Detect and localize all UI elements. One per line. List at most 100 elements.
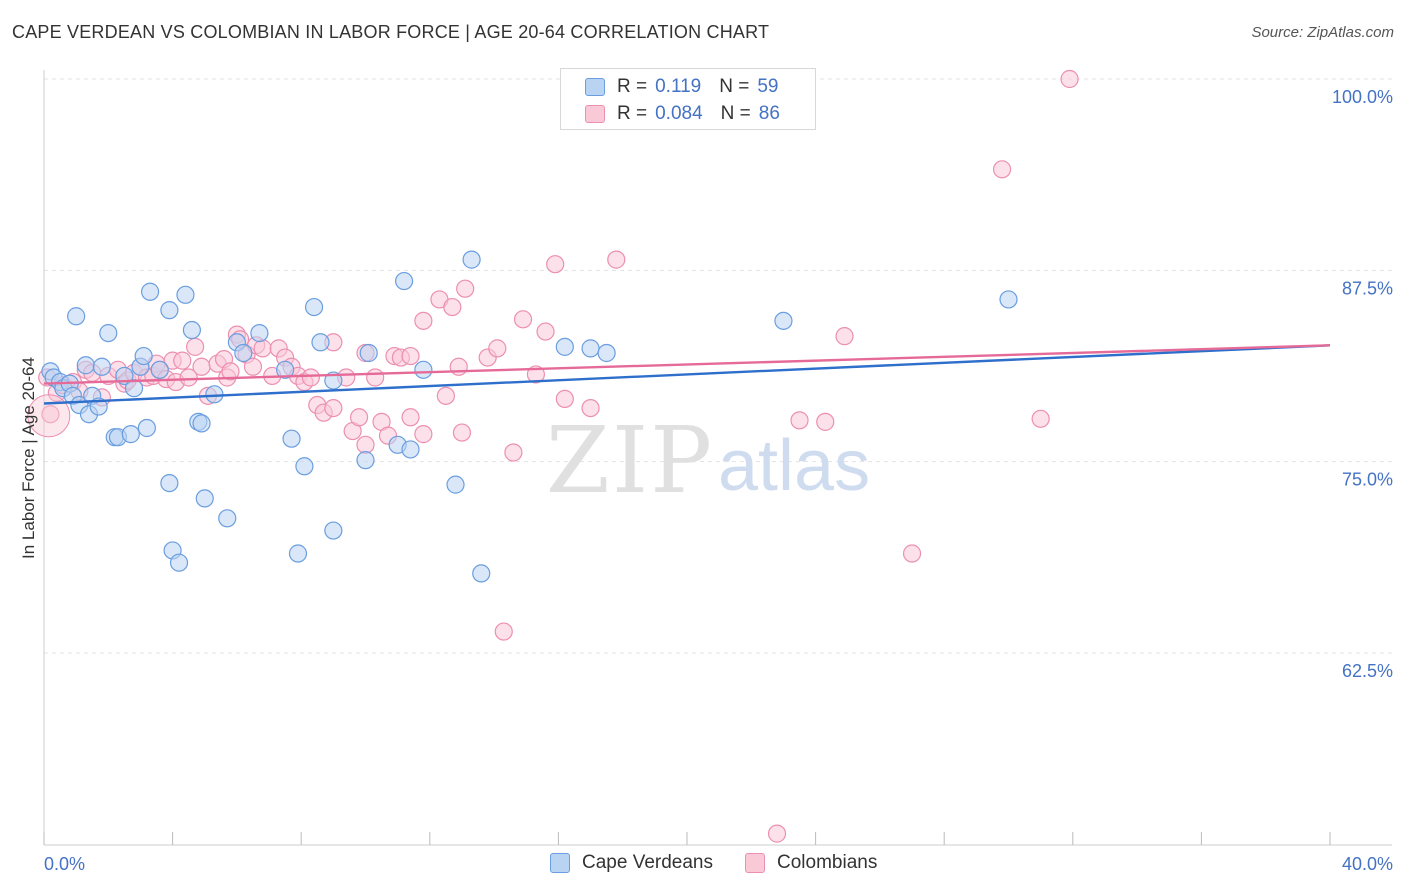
legend-n-label: N = xyxy=(719,76,750,97)
colombian-point xyxy=(179,368,198,387)
cape-verdeans-points xyxy=(41,250,1018,583)
legend-swatch-blue xyxy=(585,78,605,96)
colombian-point xyxy=(401,346,420,366)
colombian-point xyxy=(504,443,523,462)
cape-verdean-point xyxy=(295,457,314,476)
colombian-point xyxy=(301,368,320,387)
cape-verdean-point xyxy=(356,451,375,470)
legend-label-colombians: Colombians xyxy=(777,852,878,873)
legend-item-cape-verdeans[interactable]: Cape Verdeans xyxy=(550,852,713,874)
cape-verdean-point xyxy=(205,385,224,404)
cape-verdean-point xyxy=(304,297,324,317)
cape-verdean-point xyxy=(394,271,414,291)
colombian-point xyxy=(27,394,71,438)
cape-verdean-point xyxy=(218,509,237,528)
cape-verdean-point xyxy=(414,360,433,379)
colombian-point xyxy=(221,362,240,381)
y-axis-label: In Labor Force | Age 20-64 xyxy=(19,357,38,559)
colombian-point xyxy=(366,368,385,387)
colombian-point xyxy=(41,405,60,424)
colombian-point xyxy=(902,544,922,563)
watermark-zip: ZIP xyxy=(546,407,714,514)
cape-verdean-point xyxy=(359,343,378,363)
cape-verdean-point xyxy=(182,320,201,340)
y-tick-label: 87.5% xyxy=(1342,278,1393,298)
cape-verdean-point xyxy=(99,323,118,343)
cape-verdean-point xyxy=(140,282,160,301)
tick-labels: 100.0% 87.5% 75.0% 62.5% 0.0% 40.0% xyxy=(44,87,1393,874)
colombian-point xyxy=(835,327,854,346)
colombian-point xyxy=(452,423,472,442)
cape-verdean-point xyxy=(195,489,214,508)
colombian-point xyxy=(555,389,574,409)
y-tick-label: 75.0% xyxy=(1342,470,1393,490)
stats-legend: R = 0.119 N = 59 R = 0.084 N = 86 xyxy=(560,68,816,130)
cape-verdean-point xyxy=(160,473,179,493)
watermark-atlas: atlas xyxy=(718,426,870,506)
colombian-point xyxy=(1060,69,1079,89)
colombian-point xyxy=(816,412,835,431)
cape-verdean-point xyxy=(324,521,343,540)
cape-verdeans-trend-line xyxy=(43,344,1331,405)
colombian-point xyxy=(546,255,565,274)
colombian-point xyxy=(436,386,455,405)
cape-verdean-point xyxy=(311,333,330,352)
cape-verdean-point xyxy=(92,357,111,376)
y-tick-label: 100.0% xyxy=(1332,87,1393,107)
colombian-point xyxy=(324,398,343,418)
legend-item-colombians[interactable]: Colombians xyxy=(745,852,877,874)
cape-verdean-point xyxy=(597,343,616,363)
colombian-point xyxy=(767,824,787,843)
colombian-point xyxy=(349,408,369,427)
cape-verdean-point xyxy=(401,440,420,459)
chart-title: CAPE VERDEAN VS COLOMBIAN IN LABOR FORCE… xyxy=(12,22,770,42)
cape-verdean-point xyxy=(774,311,793,330)
legend-n-value: 86 xyxy=(758,103,780,124)
axes xyxy=(43,70,1392,846)
colombians-trend-line xyxy=(43,344,1331,385)
legend-r-value: 0.119 xyxy=(655,76,702,97)
cape-verdean-point xyxy=(67,307,86,326)
legend-r-label: R = xyxy=(617,103,648,124)
colombian-point xyxy=(513,310,533,329)
colombian-point xyxy=(992,160,1012,179)
legend-swatch-blue xyxy=(550,853,570,873)
colombian-point xyxy=(581,398,600,418)
colombian-point xyxy=(1031,409,1050,428)
legend-label-cape-verdeans: Cape Verdeans xyxy=(582,852,713,873)
colombian-point xyxy=(173,351,192,370)
cape-verdean-point xyxy=(555,337,574,356)
colombian-point xyxy=(607,250,626,269)
cape-verdean-point xyxy=(276,360,295,379)
trend-lines xyxy=(43,344,1331,405)
cape-verdean-point xyxy=(999,290,1018,309)
legend-swatch-pink xyxy=(585,105,605,123)
cape-verdean-point xyxy=(169,553,189,572)
y-tick-label: 62.5% xyxy=(1342,661,1393,681)
cape-verdean-point xyxy=(137,418,156,438)
colombian-point xyxy=(401,408,420,427)
legend-n-label: N = xyxy=(720,103,751,124)
colombian-point xyxy=(488,339,507,358)
source-label: Source: ZipAtlas.com xyxy=(1251,24,1394,41)
series-legend: Cape Verdeans Colombians xyxy=(550,852,909,874)
legend-swatch-pink xyxy=(745,853,765,873)
cape-verdean-point xyxy=(176,285,195,304)
x-tick-label: 0.0% xyxy=(44,854,85,874)
cape-verdean-point xyxy=(134,346,153,366)
cape-verdean-point xyxy=(462,250,481,269)
colombian-point xyxy=(790,411,809,430)
legend-n-value: 59 xyxy=(757,76,779,97)
colombian-point xyxy=(414,425,433,444)
colombian-point xyxy=(243,357,263,376)
cape-verdean-point xyxy=(76,356,95,375)
legend-row-cape-verdeans: R = 0.119 N = 59 xyxy=(585,74,779,100)
cape-verdean-point xyxy=(150,360,169,379)
cape-verdean-point xyxy=(192,414,211,433)
colombian-point xyxy=(192,357,211,376)
colombian-point xyxy=(449,357,468,376)
cape-verdean-point xyxy=(282,429,301,448)
cape-verdean-point xyxy=(472,564,491,583)
colombian-point xyxy=(443,297,462,317)
legend-r-label: R = xyxy=(617,76,648,97)
